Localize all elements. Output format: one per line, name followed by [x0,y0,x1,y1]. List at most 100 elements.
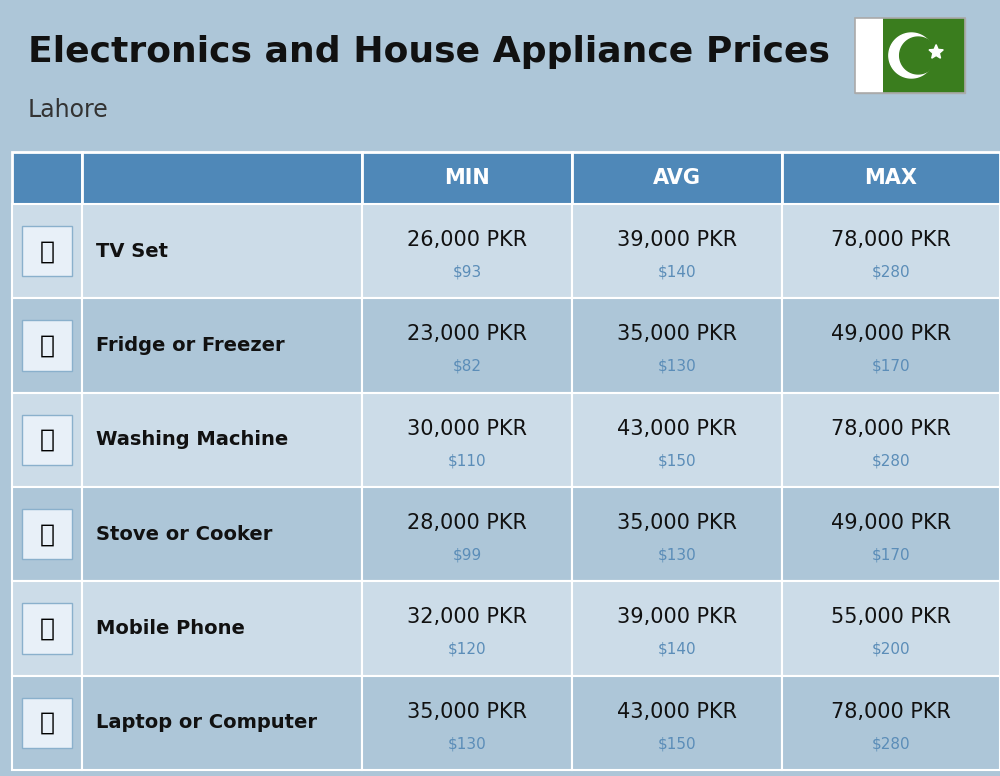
Text: MAX: MAX [864,168,918,188]
Bar [782,393,1000,487]
Text: $120: $120 [448,642,486,656]
Bar [883,18,965,93]
Text: 78,000 PKR: 78,000 PKR [831,702,951,722]
Bar [82,676,362,770]
Text: TV Set: TV Set [96,241,168,261]
Bar [782,204,1000,298]
Bar [22,414,72,465]
Bar [12,298,82,393]
Text: 🖥: 🖥 [40,239,54,263]
Text: $93: $93 [452,265,482,279]
Text: Lahore: Lahore [28,98,109,122]
Text: 78,000 PKR: 78,000 PKR [831,230,951,250]
Bar [362,393,572,487]
Bar [572,298,782,393]
Text: Washing Machine: Washing Machine [96,431,288,449]
Bar [855,18,965,93]
Polygon shape [900,37,937,74]
Text: $280: $280 [872,265,910,279]
Text: 39,000 PKR: 39,000 PKR [617,230,737,250]
Bar [572,152,782,204]
Text: 55,000 PKR: 55,000 PKR [831,607,951,627]
Bar [22,509,72,559]
Text: 🧊: 🧊 [40,334,54,358]
Text: 49,000 PKR: 49,000 PKR [831,324,951,345]
Text: $150: $150 [658,453,696,468]
Text: $170: $170 [872,547,910,563]
Bar [782,581,1000,676]
Text: $280: $280 [872,453,910,468]
Text: 35,000 PKR: 35,000 PKR [407,702,527,722]
Bar [22,603,72,653]
Text: Laptop or Computer: Laptop or Computer [96,713,317,733]
Text: $150: $150 [658,736,696,751]
Text: 43,000 PKR: 43,000 PKR [617,702,737,722]
Bar [855,18,965,93]
Bar [22,226,72,276]
Bar [572,487,782,581]
Bar [782,298,1000,393]
Text: $200: $200 [872,642,910,656]
Text: $280: $280 [872,736,910,751]
Bar [855,18,883,93]
Bar [22,698,72,748]
Bar [572,393,782,487]
Bar [362,152,572,204]
Bar [12,676,82,770]
Text: Stove or Cooker: Stove or Cooker [96,525,272,544]
Text: $140: $140 [658,642,696,656]
Text: 26,000 PKR: 26,000 PKR [407,230,527,250]
Bar [572,676,782,770]
Bar [82,581,362,676]
Bar [12,393,82,487]
Text: 📱: 📱 [40,616,54,640]
Bar [572,581,782,676]
Text: 28,000 PKR: 28,000 PKR [407,513,527,533]
Text: 30,000 PKR: 30,000 PKR [407,418,527,438]
Bar [362,676,572,770]
Text: 💻: 💻 [40,711,54,735]
Bar [362,298,572,393]
Text: 35,000 PKR: 35,000 PKR [617,324,737,345]
Polygon shape [929,45,943,58]
Text: $170: $170 [872,359,910,374]
Bar [572,204,782,298]
Text: 49,000 PKR: 49,000 PKR [831,513,951,533]
Text: $82: $82 [452,359,482,374]
Text: $140: $140 [658,265,696,279]
Text: 78,000 PKR: 78,000 PKR [831,418,951,438]
Text: $110: $110 [448,453,486,468]
Bar [82,298,362,393]
Text: 35,000 PKR: 35,000 PKR [617,513,737,533]
Text: Fridge or Freezer: Fridge or Freezer [96,336,285,355]
Bar [12,581,82,676]
Text: 🌀: 🌀 [40,428,54,452]
Bar [362,487,572,581]
Bar [782,676,1000,770]
Bar [362,204,572,298]
Text: $130: $130 [658,547,696,563]
Text: $130: $130 [448,736,486,751]
Text: Electronics and House Appliance Prices: Electronics and House Appliance Prices [28,35,830,69]
Bar [12,487,82,581]
Text: AVG: AVG [653,168,701,188]
Text: 🔥: 🔥 [40,522,54,546]
Bar [82,393,362,487]
Bar [362,581,572,676]
Text: 43,000 PKR: 43,000 PKR [617,418,737,438]
Text: Mobile Phone: Mobile Phone [96,619,245,638]
Text: 39,000 PKR: 39,000 PKR [617,607,737,627]
Bar [782,487,1000,581]
Text: 23,000 PKR: 23,000 PKR [407,324,527,345]
Bar [82,204,362,298]
Bar [82,487,362,581]
Bar [22,320,72,371]
Text: $99: $99 [452,547,482,563]
Text: MIN: MIN [444,168,490,188]
Polygon shape [889,33,934,78]
Bar [82,152,362,204]
Bar [12,152,82,204]
Bar [12,204,82,298]
Text: $130: $130 [658,359,696,374]
Bar [782,152,1000,204]
